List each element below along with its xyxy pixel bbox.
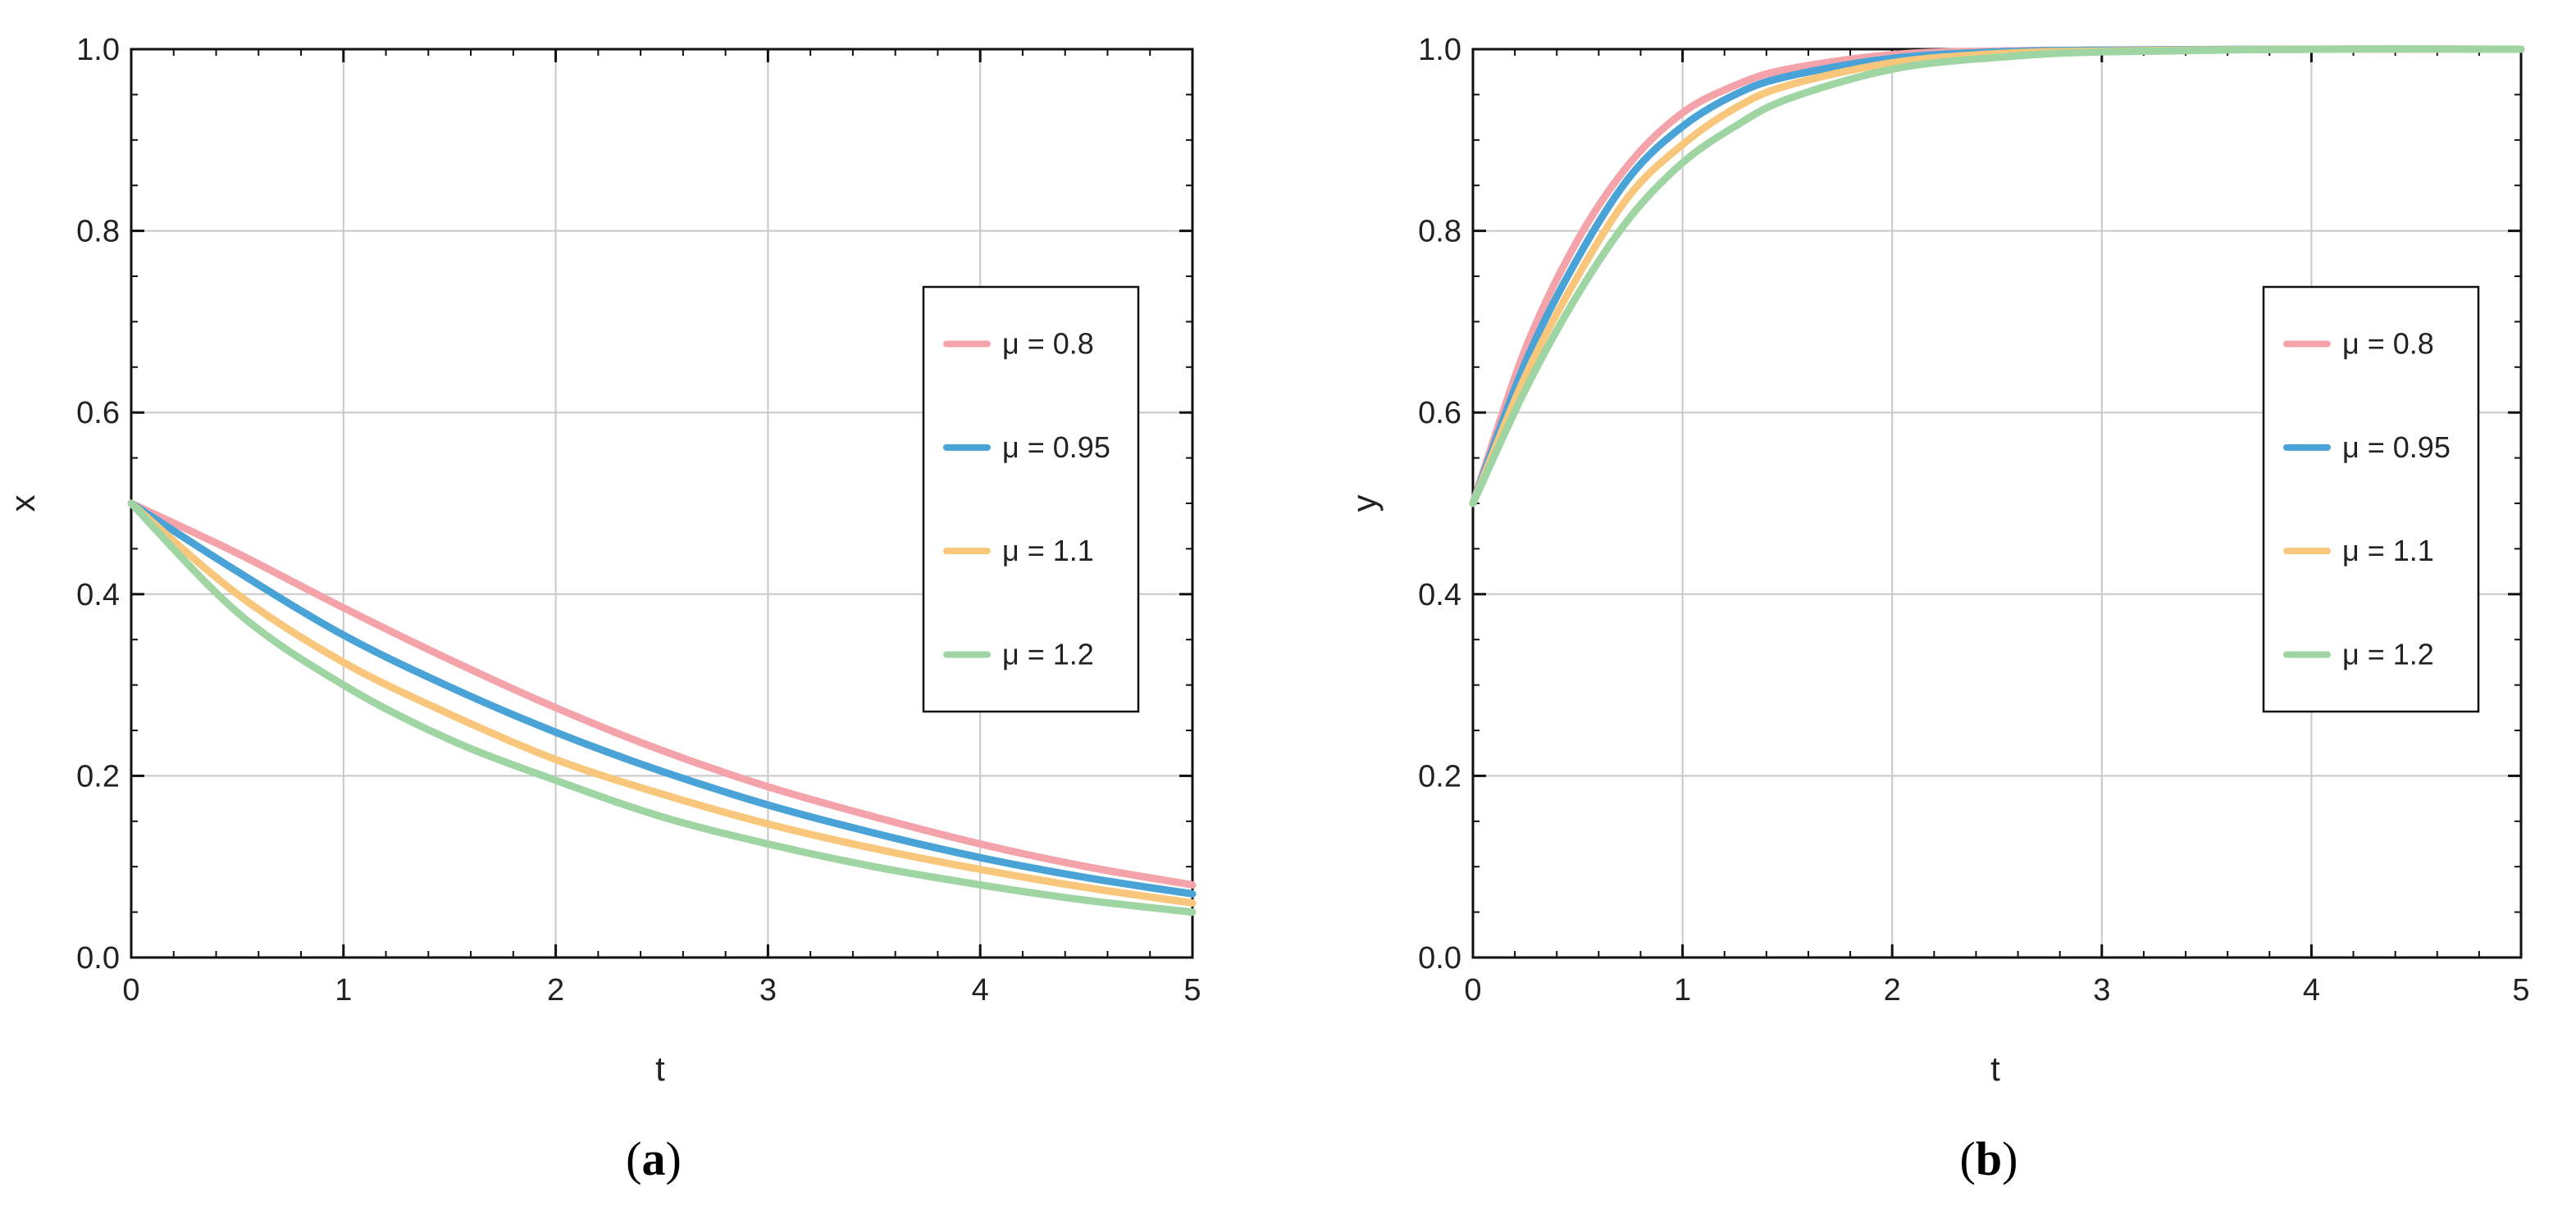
legend-label-2: μ = 1.1 [2342,534,2434,567]
y-tick-label: 0.6 [1418,396,1461,430]
legend-label-0: μ = 0.8 [1002,326,1094,360]
legend: μ = 0.8 μ = 0.95 μ = 1.1 μ = 1.2 [2262,285,2480,713]
x-tick-label: 2 [1884,973,1901,1008]
panel-caption: (b) [1960,1132,2018,1185]
x-tick-label: 4 [2303,973,2320,1008]
y-axis-label: y [1345,495,1384,512]
tick-labels: 0 1 2 3 4 5 0.0 0.2 0.4 0.6 0.8 1.0 [76,33,1201,1008]
panel-caption-letter: b [1976,1132,2002,1185]
minor-ticks [1473,49,2521,958]
series-line-0 [127,499,1197,889]
legend-label-3: μ = 1.2 [1002,638,1094,671]
y-tick-label: 0.2 [76,759,120,794]
legend-label-1: μ = 0.95 [2342,430,2451,464]
legend-label-2: μ = 1.1 [1002,534,1094,567]
x-tick-label: 3 [2093,973,2110,1008]
tick-labels: 0 1 2 3 4 5 0.0 0.2 0.4 0.6 0.8 1.0 [1418,33,2529,1008]
chart-panel-a: 0 1 2 3 4 50.00.20.40.60.81.0 t x μ = 0.8μ = … [3,33,1201,1185]
y-tick-label: 0.4 [76,578,120,612]
series-lines [1469,45,2525,507]
panel-caption: (a) [626,1132,682,1185]
x-tick-label: 2 [547,973,564,1008]
y-tick-label: 0.2 [1418,759,1461,794]
y-axis-label: x [3,495,42,512]
legend-box [2262,285,2480,713]
x-tick-label: 5 [1183,973,1201,1008]
y-tick-label: 0.8 [1418,215,1461,249]
series-lines [127,499,1197,917]
chart-panel-b: 0 1 2 3 4 50.00.20.40.60.81.0 t y μ = 0.8μ = … [1345,33,2530,1185]
x-tick-label: 0 [122,973,139,1008]
x-tick-label: 4 [972,973,989,1008]
legend-label-0: μ = 0.8 [2342,326,2434,360]
series-line-3 [127,499,1197,917]
y-tick-label: 1.0 [1418,33,1461,67]
legend: μ = 0.8 μ = 0.95 μ = 1.1 μ = 1.2 [922,285,1140,713]
legend-label-3: μ = 1.2 [2342,638,2434,671]
panel-caption-letter: a [642,1132,666,1185]
y-tick-label: 0.0 [1418,941,1461,976]
x-tick-label: 0 [1464,973,1481,1008]
x-axis-label: t [1990,1049,2000,1088]
series-line-3 [1469,45,2525,507]
y-tick-label: 0.6 [76,396,120,430]
x-tick-label: 5 [2512,973,2529,1008]
y-tick-label: 0.0 [76,941,120,976]
x-tick-label: 1 [1674,973,1691,1008]
x-tick-label: 1 [335,973,352,1008]
y-tick-label: 1.0 [76,33,120,67]
x-tick-label: 3 [759,973,777,1008]
y-tick-label: 0.4 [1418,578,1461,612]
series-line-2 [127,499,1197,907]
x-axis-label: t [655,1049,665,1088]
legend-label-1: μ = 0.95 [1002,430,1110,464]
y-tick-label: 0.8 [76,215,120,249]
series-line-1 [127,499,1197,898]
legend-box [922,285,1140,713]
